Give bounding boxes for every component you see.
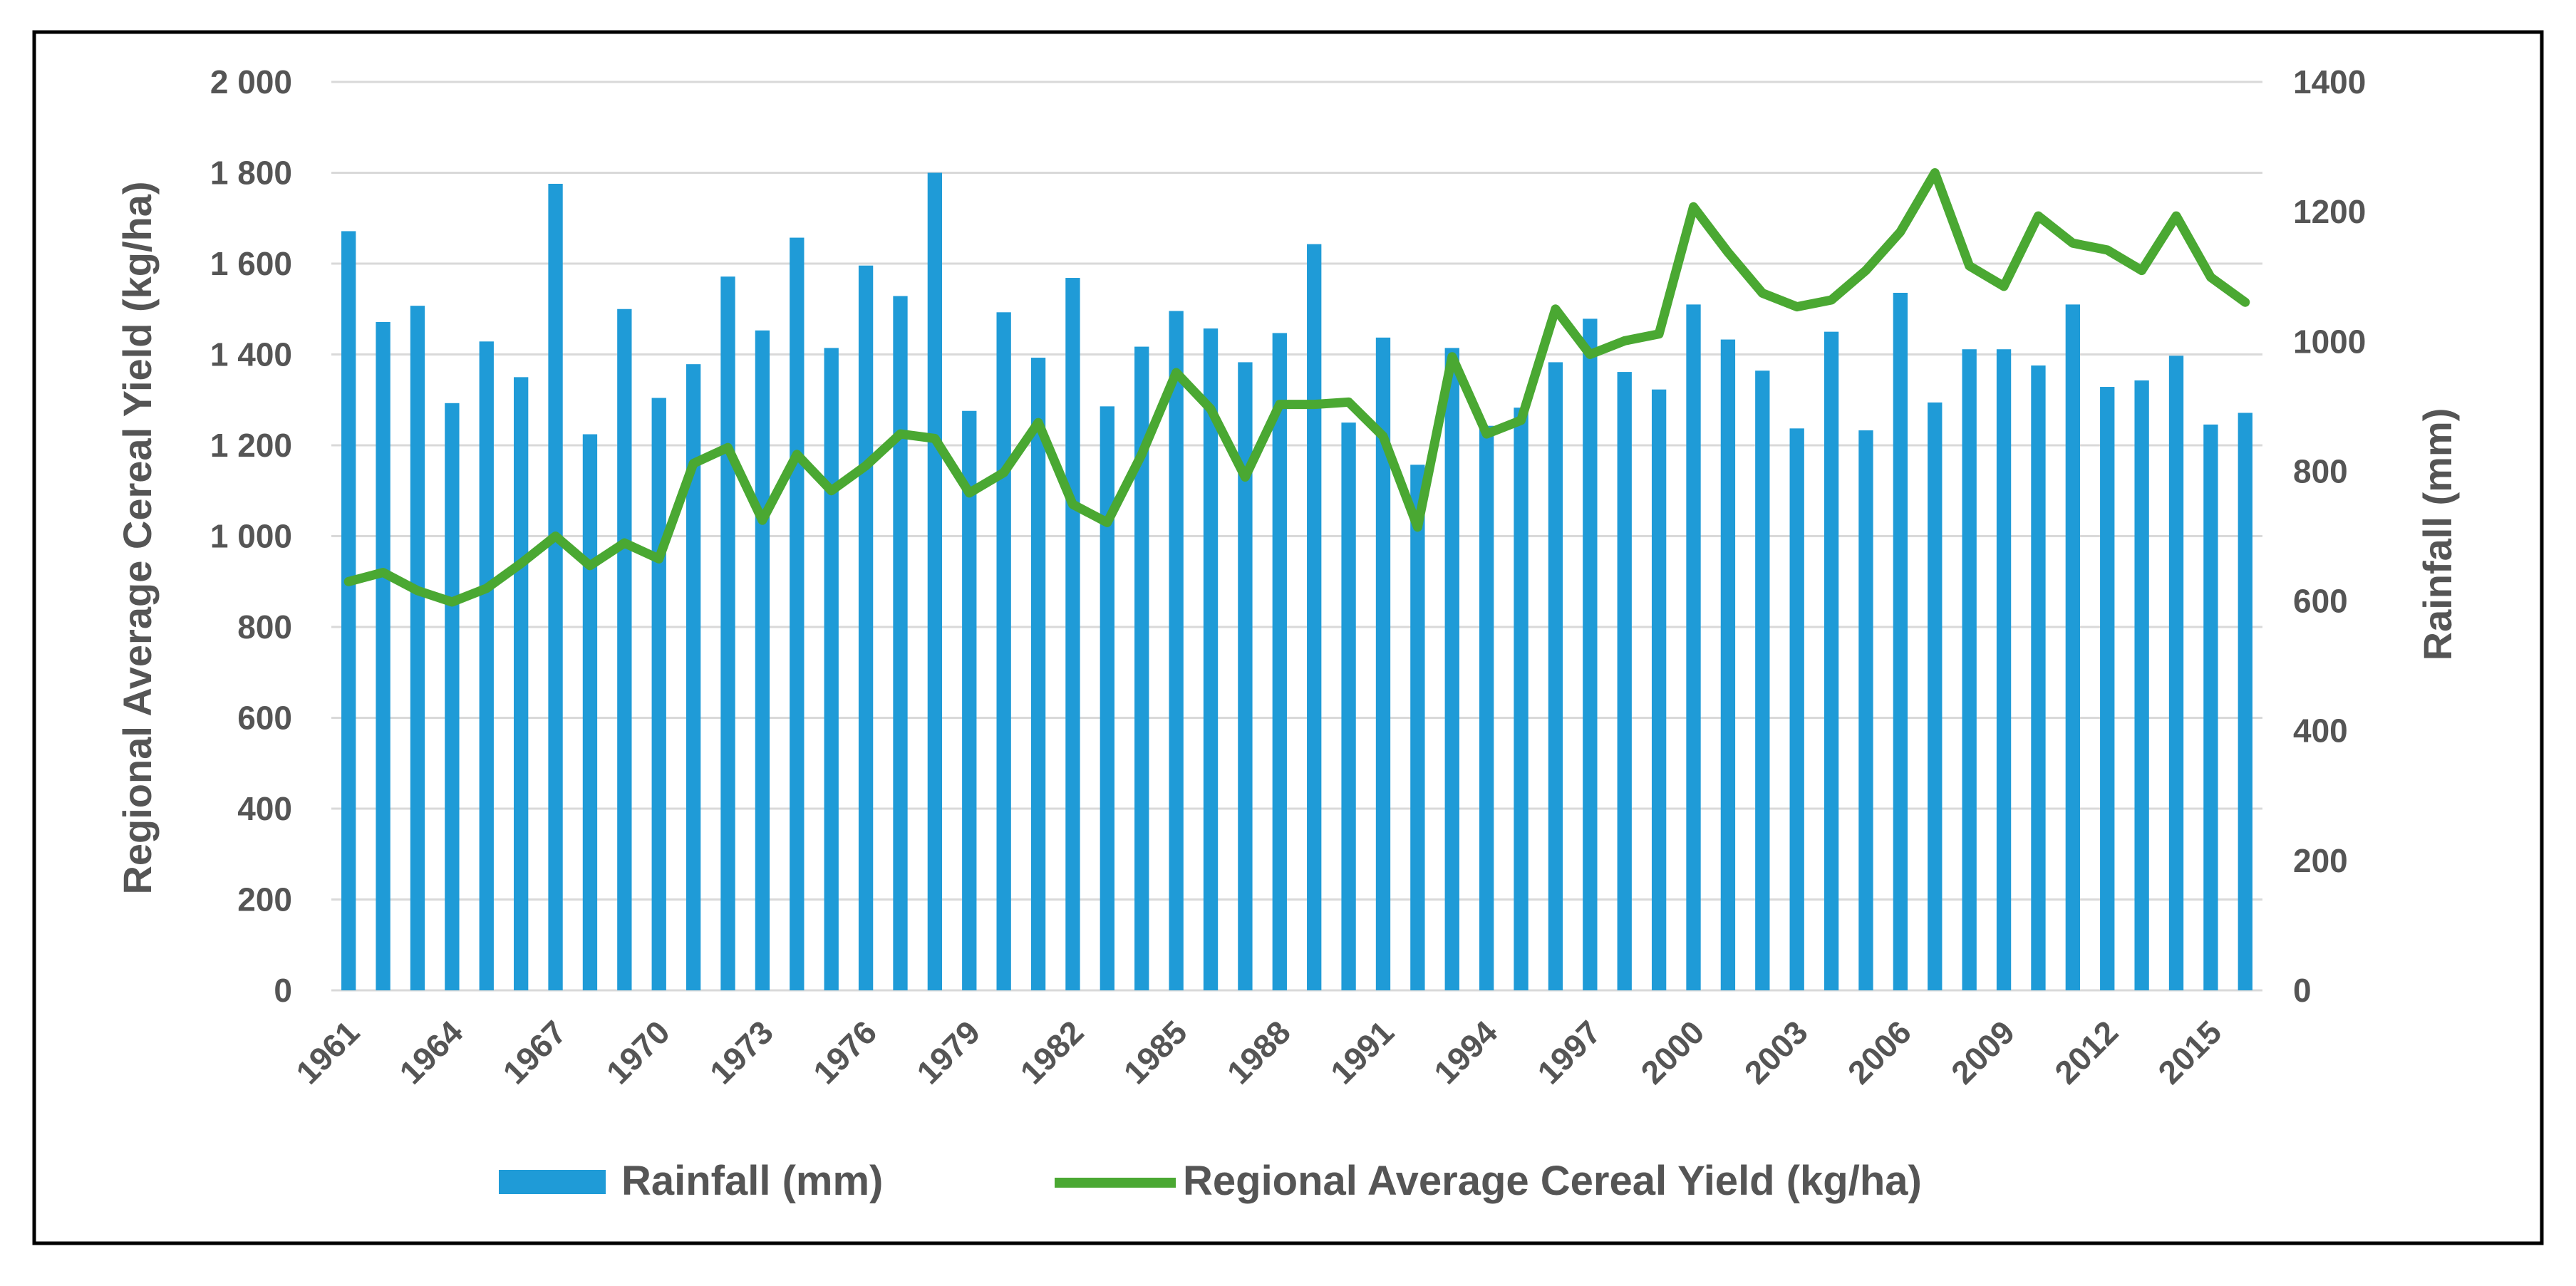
rainfall-bar: [1030, 358, 1046, 990]
rainfall-bar: [1789, 428, 1804, 990]
right-tick-label: 400: [2293, 712, 2348, 750]
left-axis-title: Regional Average Cereal Yield (kg/ha): [115, 181, 160, 894]
rainfall-bar: [1858, 430, 1873, 990]
left-tick-label: 800: [237, 608, 292, 645]
right-tick-label: 1400: [2293, 63, 2366, 100]
rainfall-bar: [1444, 348, 1459, 991]
left-tick-label: 1 000: [210, 518, 292, 555]
rainfall-bar: [2238, 413, 2252, 990]
right-tick-label: 200: [2293, 842, 2348, 879]
rainfall-bar: [651, 398, 666, 990]
left-axis-ticks: 0 200 400 600 800 1 000 1 200 1 400 1 600 1 800 2 …: [210, 63, 292, 1009]
rainfall-bar: [2203, 424, 2218, 990]
rainfall-bar: [1307, 244, 1322, 990]
right-axis-title: Rainfall (mm): [2415, 408, 2460, 661]
rainfall-bar: [893, 296, 908, 990]
legend-rainfall-swatch: [499, 1170, 606, 1194]
rainfall-bar: [376, 321, 390, 990]
rainfall-bar: [2168, 356, 2184, 991]
rainfall-bar: [1100, 406, 1115, 990]
rainfall-bar: [1651, 389, 1667, 990]
left-tick-label: 0: [274, 972, 292, 1009]
rainfall-bar: [686, 364, 701, 990]
yield-line-layer: [343, 168, 2250, 607]
rainfall-bar: [1686, 304, 1701, 990]
left-tick-label: 1 400: [210, 336, 292, 373]
right-tick-label: 600: [2293, 583, 2348, 620]
rainfall-bar: [927, 172, 943, 990]
rainfall-bar: [1928, 402, 1943, 990]
rainfall-bar: [479, 341, 494, 990]
legend-rainfall-label: Rainfall (mm): [621, 1158, 883, 1204]
rainfall-bar: [720, 276, 735, 990]
left-tick-label: 400: [237, 790, 292, 827]
rainfall-bar: [1272, 333, 1287, 991]
rainfall-bar: [790, 237, 805, 991]
rainfall-bar: [1134, 346, 1149, 991]
rainfall-bar: [445, 403, 460, 990]
left-tick-label: 600: [237, 700, 292, 737]
rainfall-bar: [1548, 362, 1563, 990]
rainfall-bar: [1410, 465, 1425, 990]
rainfall-bar: [1238, 362, 1253, 990]
rainfall-bar: [1203, 328, 1219, 991]
rainfall-bar: [410, 306, 425, 991]
rainfall-bar: [1617, 372, 1632, 990]
right-tick-label: 1000: [2293, 323, 2366, 360]
right-tick-label: 1200: [2293, 193, 2366, 230]
rainfall-bar: [582, 434, 598, 990]
right-tick-label: 800: [2293, 452, 2348, 489]
rainfall-bar: [1169, 311, 1184, 990]
rainfall-bar: [617, 308, 632, 990]
rainfall-bar: [1996, 349, 2012, 990]
legend: Rainfall (mm) Regional Average Cereal Yi…: [499, 1158, 1922, 1204]
rainfall-bar: [858, 265, 874, 990]
rainfall-bar: [548, 183, 563, 990]
rainfall-bar: [1720, 339, 1736, 990]
rainfall-bar: [2065, 304, 2081, 990]
rainfall-bar: [513, 377, 529, 990]
rainfall-bar: [1824, 331, 1839, 990]
left-tick-label: 1 600: [210, 245, 292, 282]
rainfall-bar: [2134, 380, 2149, 990]
rainfall-bar: [1962, 349, 1977, 990]
left-tick-label: 200: [237, 881, 292, 918]
rainfall-bars: [341, 172, 2252, 991]
rainfall-bar: [2031, 365, 2046, 990]
rainfall-bar: [996, 312, 1011, 990]
rainfall-bar: [1065, 278, 1080, 990]
rainfall-bar: [1514, 408, 1528, 990]
rainfall-bar: [824, 348, 839, 991]
rainfall-bar: [1893, 292, 1908, 990]
legend-yield-label: Regional Average Cereal Yield (kg/ha): [1183, 1158, 1922, 1204]
rainfall-bar: [1755, 370, 1770, 990]
right-axis-ticks: 0 200 400 600 800 1000 1200 1400: [2293, 63, 2366, 1009]
rainfall-bar: [1341, 422, 1356, 990]
rainfall-bar: [1479, 425, 1494, 990]
left-tick-label: 2 000: [210, 63, 292, 100]
rainfall-bar: [755, 330, 770, 990]
rainfall-bar: [1375, 337, 1391, 991]
left-tick-label: 1 200: [210, 427, 292, 464]
rainfall-bar: [2100, 387, 2115, 990]
rainfall-bar: [962, 410, 977, 990]
left-tick-label: 1 800: [210, 155, 292, 192]
yield-line: [343, 168, 2250, 607]
right-tick-label: 0: [2293, 972, 2312, 1009]
rainfall-bar: [1583, 318, 1598, 990]
rainfall-bar: [341, 231, 356, 990]
